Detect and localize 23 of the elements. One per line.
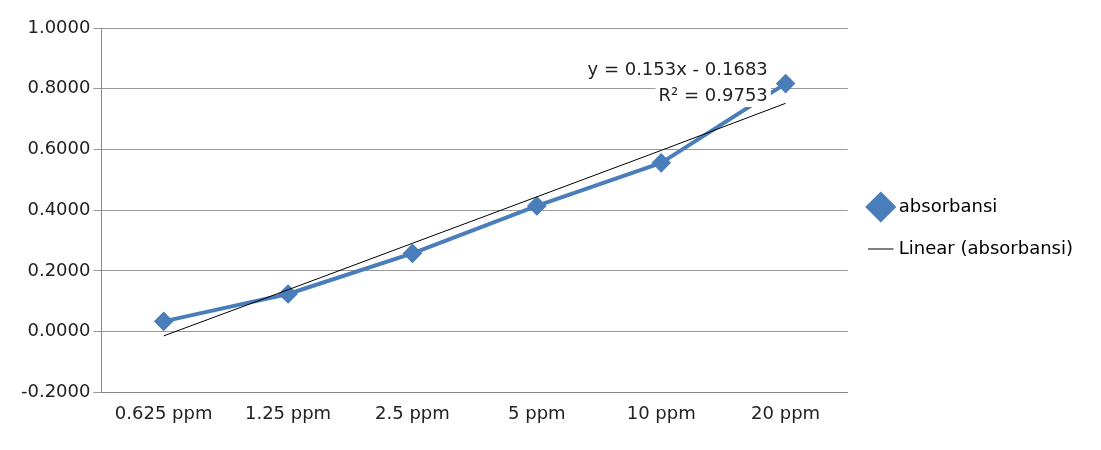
- y-tick-label: -0.2000: [20, 380, 91, 402]
- x-tick-label: 5 ppm: [508, 401, 566, 423]
- y-tick-label: 0.0000: [27, 319, 91, 341]
- annotation: R² = 0.9753: [658, 83, 768, 105]
- point: [527, 196, 546, 215]
- legend-label: Linear (absorbansi): [898, 236, 1073, 258]
- legend-label: absorbansi: [898, 194, 998, 216]
- annotation: y = 0.153x - 0.1683: [587, 57, 768, 79]
- x-tick-label: 1.25 ppm: [244, 401, 332, 423]
- point: [403, 244, 422, 263]
- point: [279, 285, 298, 304]
- x-tick-label: 2.5 ppm: [375, 401, 450, 423]
- x-tick-label: 20 ppm: [751, 401, 821, 423]
- point: [776, 74, 795, 93]
- y-tick-label: 0.4000: [27, 197, 91, 219]
- y-tick-label: 0.6000: [27, 137, 91, 159]
- x-tick-label: 10 ppm: [626, 401, 696, 423]
- y-tick-label: 0.8000: [27, 76, 91, 98]
- y-tick-label: 0.2000: [27, 258, 91, 280]
- point: [154, 312, 173, 331]
- y-tick-label: 1.0000: [27, 15, 91, 37]
- x-tick-label: 0.625 ppm: [114, 401, 213, 423]
- point: [652, 153, 671, 172]
